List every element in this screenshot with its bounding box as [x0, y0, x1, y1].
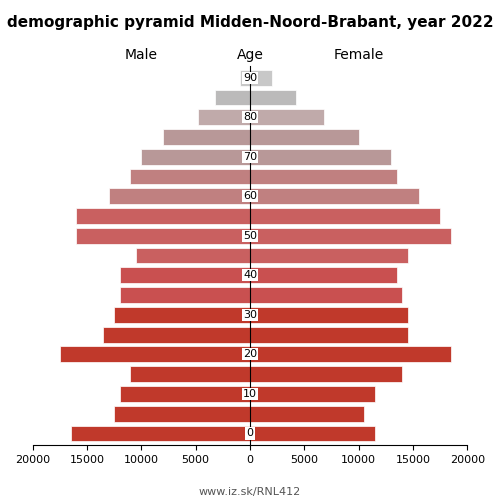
Text: 10: 10 — [243, 389, 257, 399]
Text: 70: 70 — [243, 152, 257, 162]
Bar — [250, 208, 440, 224]
Bar — [250, 168, 397, 184]
Text: 90: 90 — [243, 72, 257, 83]
Bar — [114, 406, 250, 421]
Text: 60: 60 — [243, 192, 257, 202]
Text: Male: Male — [125, 48, 158, 62]
Bar — [250, 228, 451, 244]
Bar — [120, 268, 250, 283]
Bar — [103, 326, 250, 342]
Bar — [198, 110, 250, 125]
Bar — [120, 386, 250, 402]
Bar — [250, 346, 451, 362]
Text: 40: 40 — [243, 270, 257, 280]
Bar — [250, 90, 296, 106]
Text: 50: 50 — [243, 231, 257, 241]
Bar — [250, 366, 402, 382]
Bar — [60, 346, 250, 362]
Bar — [240, 70, 250, 86]
Bar — [70, 426, 250, 442]
Text: 80: 80 — [243, 112, 257, 122]
Bar — [250, 70, 272, 86]
Bar — [163, 129, 250, 145]
Text: Age: Age — [236, 48, 264, 62]
Bar — [142, 149, 250, 164]
Text: 0: 0 — [246, 428, 254, 438]
Bar — [114, 307, 250, 323]
Bar — [250, 307, 408, 323]
Title: demographic pyramid Midden-Noord-Brabant, year 2022: demographic pyramid Midden-Noord-Brabant… — [6, 15, 494, 30]
Bar — [136, 248, 250, 264]
Bar — [250, 129, 358, 145]
Bar — [250, 110, 324, 125]
Text: www.iz.sk/RNL412: www.iz.sk/RNL412 — [199, 487, 301, 497]
Bar — [130, 168, 250, 184]
Bar — [250, 426, 375, 442]
Bar — [76, 208, 250, 224]
Bar — [250, 406, 364, 421]
Bar — [250, 248, 408, 264]
Bar — [76, 228, 250, 244]
Bar — [250, 287, 402, 303]
Bar — [250, 149, 392, 164]
Bar — [130, 366, 250, 382]
Bar — [120, 287, 250, 303]
Bar — [250, 188, 418, 204]
Bar — [108, 188, 250, 204]
Bar — [250, 326, 408, 342]
Bar — [250, 268, 397, 283]
Bar — [215, 90, 250, 106]
Text: 20: 20 — [243, 350, 257, 360]
Bar — [250, 386, 375, 402]
Text: 30: 30 — [243, 310, 257, 320]
Text: Female: Female — [334, 48, 384, 62]
